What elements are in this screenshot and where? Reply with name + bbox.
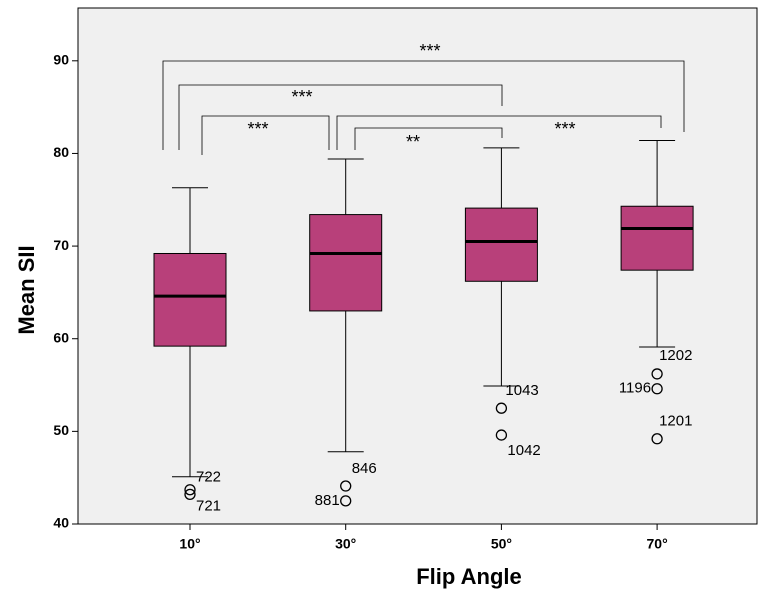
x-tick-label: 50° xyxy=(491,536,512,552)
outlier xyxy=(495,429,508,441)
outlier-label: 881 xyxy=(315,492,340,509)
y-tick-label: 70 xyxy=(53,237,69,253)
outlier xyxy=(340,480,352,492)
x-axis-title: Flip Angle xyxy=(416,564,522,589)
outlier-label: 721 xyxy=(196,497,221,514)
y-axis-title: Mean SII xyxy=(14,245,39,334)
significance-label: *** xyxy=(419,41,440,61)
outlier xyxy=(340,495,352,507)
significance-bracket xyxy=(201,115,330,155)
outlier-label: 1042 xyxy=(507,442,540,459)
y-tick-label: 60 xyxy=(53,329,69,345)
significance-label: *** xyxy=(554,119,575,139)
box xyxy=(309,214,383,312)
outlier xyxy=(651,383,663,395)
outlier xyxy=(651,433,663,445)
y-tick-label: 50 xyxy=(53,422,69,438)
outlier-label: 846 xyxy=(352,460,377,477)
outlier xyxy=(184,488,196,501)
outlier xyxy=(495,402,508,414)
significance-label: *** xyxy=(291,87,312,107)
outlier-label: 1043 xyxy=(505,382,538,399)
outlier-label: 1201 xyxy=(659,413,692,430)
x-tick-label: 10° xyxy=(179,536,200,552)
significance-bracket xyxy=(178,84,503,150)
significance-label: ** xyxy=(406,132,420,152)
box xyxy=(620,205,694,271)
box xyxy=(153,252,227,347)
x-tick-label: 70° xyxy=(647,536,668,552)
outlier xyxy=(184,484,196,496)
outlier xyxy=(651,368,663,380)
significance-label: *** xyxy=(247,119,268,139)
outlier-label: 1196 xyxy=(619,380,651,397)
x-tick-label: 30° xyxy=(335,536,356,552)
y-tick-label: 40 xyxy=(53,515,69,531)
significance-bracket xyxy=(162,60,685,150)
y-tick-label: 90 xyxy=(53,52,69,68)
significance-bracket xyxy=(336,115,662,150)
outlier-label: 722 xyxy=(196,469,221,486)
y-tick-label: 80 xyxy=(53,144,69,160)
significance-bracket xyxy=(354,127,503,150)
outlier-label: 1202 xyxy=(659,347,692,364)
box xyxy=(464,207,538,282)
